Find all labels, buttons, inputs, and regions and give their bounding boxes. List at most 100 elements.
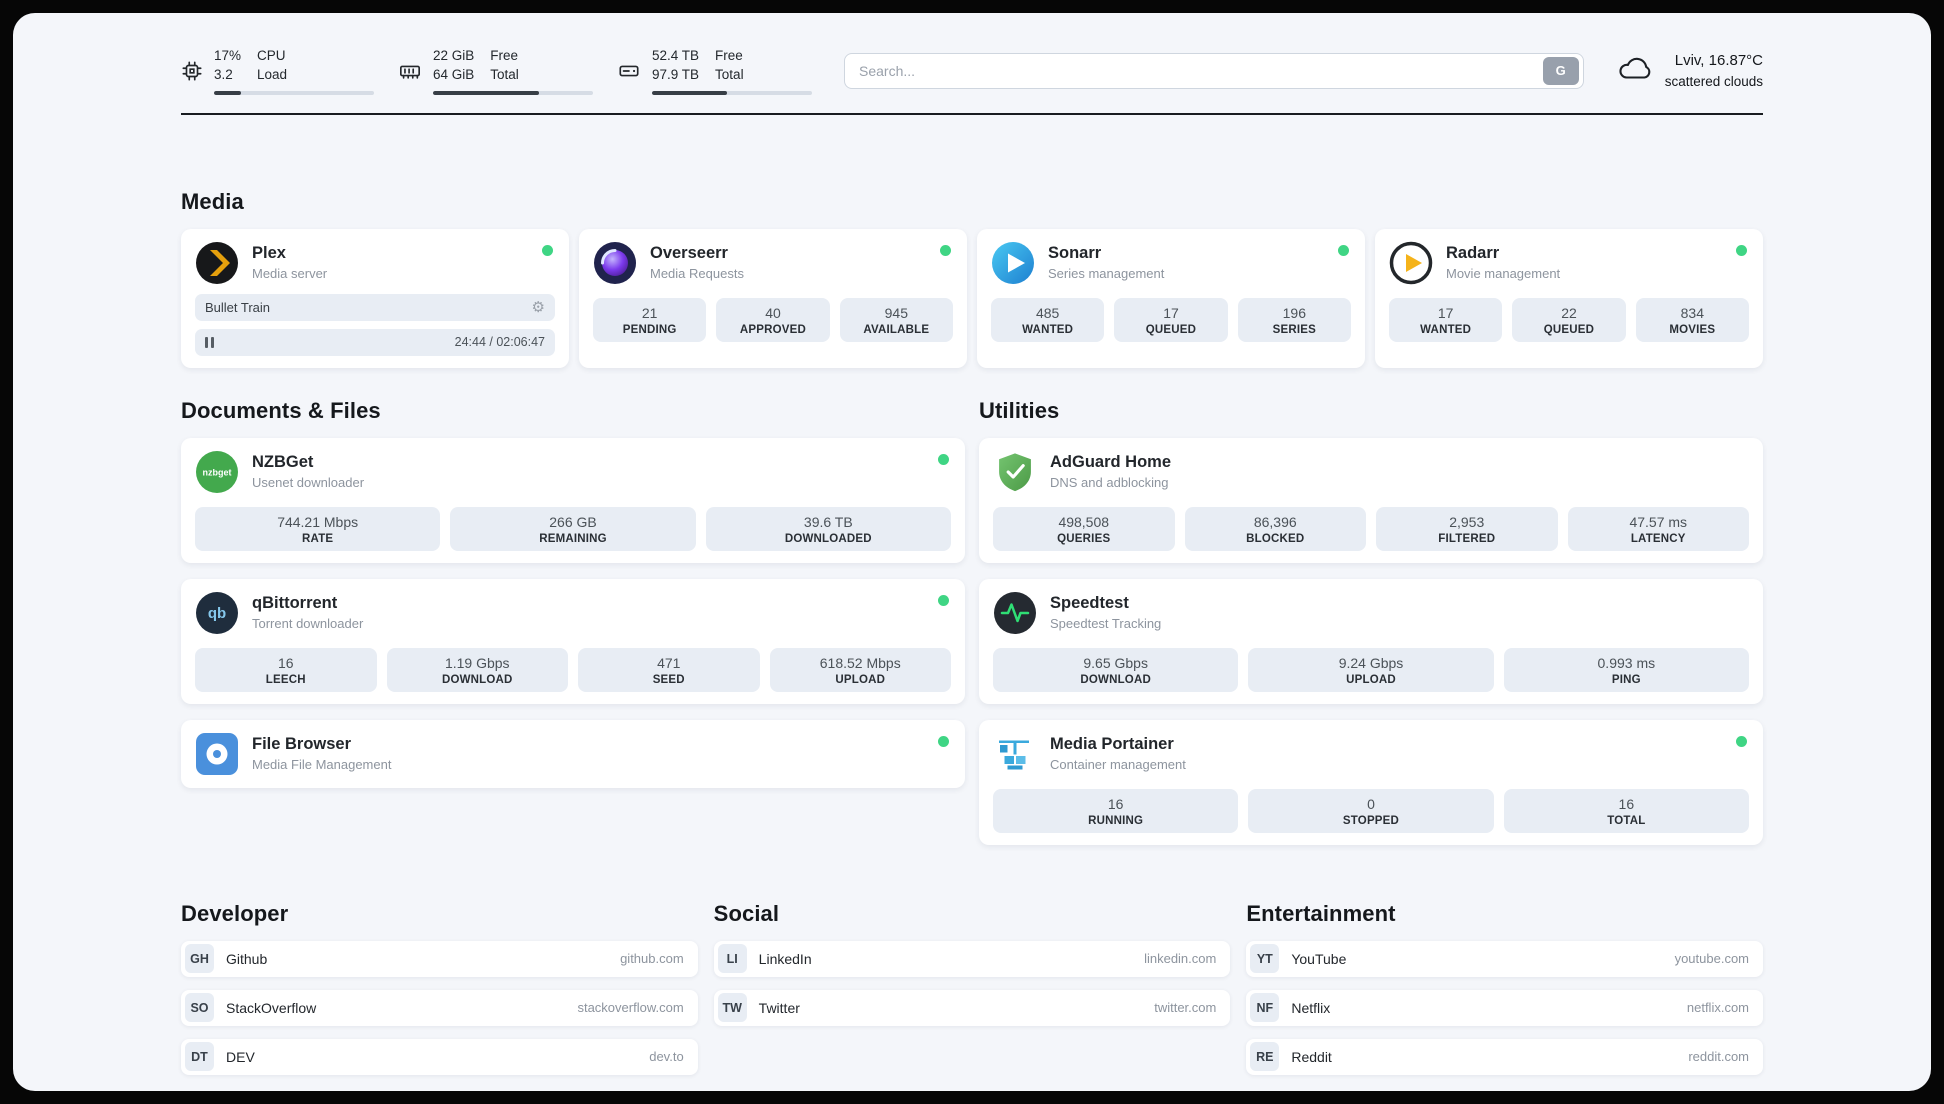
bookmark-abbr: YT [1250, 944, 1280, 974]
weather-location: Lviv, 16.87°C [1674, 52, 1763, 70]
gear-icon[interactable]: ⚙ [531, 297, 545, 316]
stat-box-ping: 0.993 ms PING [1503, 647, 1749, 692]
stat-value: 17 [1163, 304, 1179, 321]
app-card-portainer[interactable]: Media Portainer Container management 16 … [979, 719, 1763, 845]
stat-label: AVAILABLE [863, 323, 930, 336]
bookmark-twitter[interactable]: TW Twitter twitter.com [713, 989, 1231, 1026]
app-subtitle: Media server [252, 266, 328, 282]
stat-value: 266 GB [549, 513, 597, 530]
qbittorrent-icon-text: qb [208, 605, 226, 622]
stat-label: QUERIES [1057, 532, 1111, 545]
status-dot [938, 594, 949, 606]
topbar-divider [181, 112, 1763, 115]
stat-box-download: 9.65 Gbps DOWNLOAD [993, 647, 1239, 692]
stat-label: PENDING [622, 323, 677, 336]
stat-box-seed: 471 SEED [578, 647, 760, 692]
ram-progress-bar [433, 90, 593, 95]
app-card-overseerr[interactable]: Overseerr Media Requests 21 PENDING 40 A… [579, 228, 967, 368]
weather-condition: scattered clouds [1664, 73, 1763, 89]
stat-label: DOWNLOAD [1080, 673, 1151, 686]
status-dot [1736, 244, 1747, 256]
bookmark-url: netflix.com [1686, 1000, 1750, 1016]
app-subtitle: Series management [1048, 266, 1165, 282]
pause-icon[interactable] [205, 336, 214, 348]
bookmark-name: Reddit [1291, 1048, 1332, 1065]
stat-label: FILTERED [1438, 532, 1496, 545]
bookmark-url: linkedin.com [1144, 951, 1217, 967]
dashboard-panel: 17% 3.2 CPU Load [13, 13, 1931, 1091]
bookmark-stackoverflow[interactable]: SO StackOverflow stackoverflow.com [181, 989, 698, 1026]
stat-value: 618.52 Mbps [819, 654, 901, 671]
stat-box-queries: 498,508 QUERIES [993, 506, 1175, 551]
ram-icon [398, 60, 422, 82]
stat-box-download: 1.19 Gbps DOWNLOAD [386, 647, 568, 692]
app-subtitle: Container management [1050, 757, 1186, 773]
stat-label: DOWNLOADED [784, 532, 872, 545]
app-card-plex[interactable]: Plex Media server Bullet Train ⚙ 24:44 /… [181, 228, 569, 368]
disk-progress-fill [652, 90, 728, 95]
app-subtitle: Media File Management [252, 757, 392, 773]
bookmark-abbr: SO [185, 993, 214, 1023]
bookmark-linkedin[interactable]: LI LinkedIn linkedin.com [713, 940, 1231, 977]
app-card-filebrowser[interactable]: File Browser Media File Management [181, 719, 965, 788]
app-subtitle: Speedtest Tracking [1050, 616, 1162, 632]
bookmark-reddit[interactable]: RE Reddit reddit.com [1246, 1038, 1764, 1075]
disk-label-bottom: Total [715, 66, 744, 82]
stat-box-running: 16 RUNNING [993, 788, 1239, 833]
bookmark-url: twitter.com [1154, 1000, 1217, 1016]
section-utilities: Utilities [979, 398, 1763, 845]
bookmark-abbr: TW [717, 993, 747, 1023]
app-card-nzbget[interactable]: nzbget NZBGet Usenet downloader 744.21 M… [181, 437, 965, 563]
stat-value: 2,953 [1449, 513, 1485, 530]
stat-value: 1.19 Gbps [444, 654, 510, 671]
stat-label: PING [1611, 673, 1641, 686]
ram-body: 22 GiB 64 GiB Free Total [433, 47, 593, 95]
section-title-utilities: Utilities [979, 397, 1060, 423]
app-subtitle: DNS and adblocking [1050, 475, 1169, 491]
weather-text: Lviv, 16.87°C scattered clouds [1665, 50, 1763, 91]
search-engine-button[interactable]: G [1542, 56, 1579, 85]
bookmark-name: LinkedIn [758, 950, 812, 967]
bookmark-dev[interactable]: DT DEV dev.to [181, 1038, 698, 1075]
bookmark-name: DEV [226, 1048, 255, 1065]
status-dot [542, 244, 553, 256]
app-card-qbittorrent[interactable]: qb qBittorrent Torrent downloader 16 LEE… [181, 578, 965, 704]
portainer-icon [993, 732, 1037, 776]
stat-box-leech: 16 LEECH [195, 647, 377, 692]
qbittorrent-icon: qb [195, 591, 239, 635]
disk-progress-bar [652, 90, 812, 95]
cpu-widget: 17% 3.2 CPU Load [181, 47, 374, 95]
app-card-radarr[interactable]: Radarr Movie management 17 WANTED 22 QUE… [1375, 228, 1763, 368]
disk-free-value: 52.4 TB [652, 48, 700, 63]
bookmark-netflix[interactable]: NF Netflix netflix.com [1246, 989, 1764, 1026]
nzbget-icon: nzbget [195, 450, 239, 494]
section-social: Social LI LinkedIn linkedin.com TW Twitt… [713, 901, 1231, 1075]
stat-box-available: 945 AVAILABLE [839, 297, 953, 342]
app-subtitle: Media Requests [650, 266, 744, 282]
bookmark-name: Twitter [758, 999, 800, 1016]
bookmark-abbr: DT [185, 1042, 214, 1072]
filebrowser-icon [195, 732, 239, 776]
stat-box-rate: 744.21 Mbps RATE [195, 506, 441, 551]
player-progress-row: 24:44 / 02:06:47 [195, 328, 555, 356]
app-card-adguard[interactable]: AdGuard Home DNS and adblocking 498,508 … [979, 437, 1763, 563]
ram-total-value: 64 GiB [433, 66, 475, 82]
bookmark-youtube[interactable]: YT YouTube youtube.com [1246, 940, 1764, 977]
stat-box-blocked: 86,396 BLOCKED [1184, 506, 1366, 551]
stat-box-wanted: 485 WANTED [991, 297, 1105, 342]
cpu-label-top: CPU [257, 48, 286, 63]
cpu-body: 17% 3.2 CPU Load [214, 47, 374, 95]
stat-value: 9.65 Gbps [1083, 654, 1148, 671]
search-input[interactable] [859, 62, 1543, 79]
ram-widget: 22 GiB 64 GiB Free Total [398, 47, 593, 95]
bookmark-url: stackoverflow.com [577, 1000, 684, 1016]
app-card-sonarr[interactable]: Sonarr Series management 485 WANTED 17 Q… [977, 228, 1365, 368]
app-card-speedtest[interactable]: Speedtest Speedtest Tracking 9.65 Gbps D… [979, 578, 1763, 704]
status-dot [940, 244, 951, 256]
status-dot [938, 735, 949, 747]
bookmark-github[interactable]: GH Github github.com [181, 940, 698, 977]
bookmark-url: dev.to [649, 1049, 684, 1065]
radarr-icon [1389, 241, 1433, 285]
cpu-label-bottom: Load [257, 66, 288, 82]
status-dot [1736, 735, 1747, 747]
